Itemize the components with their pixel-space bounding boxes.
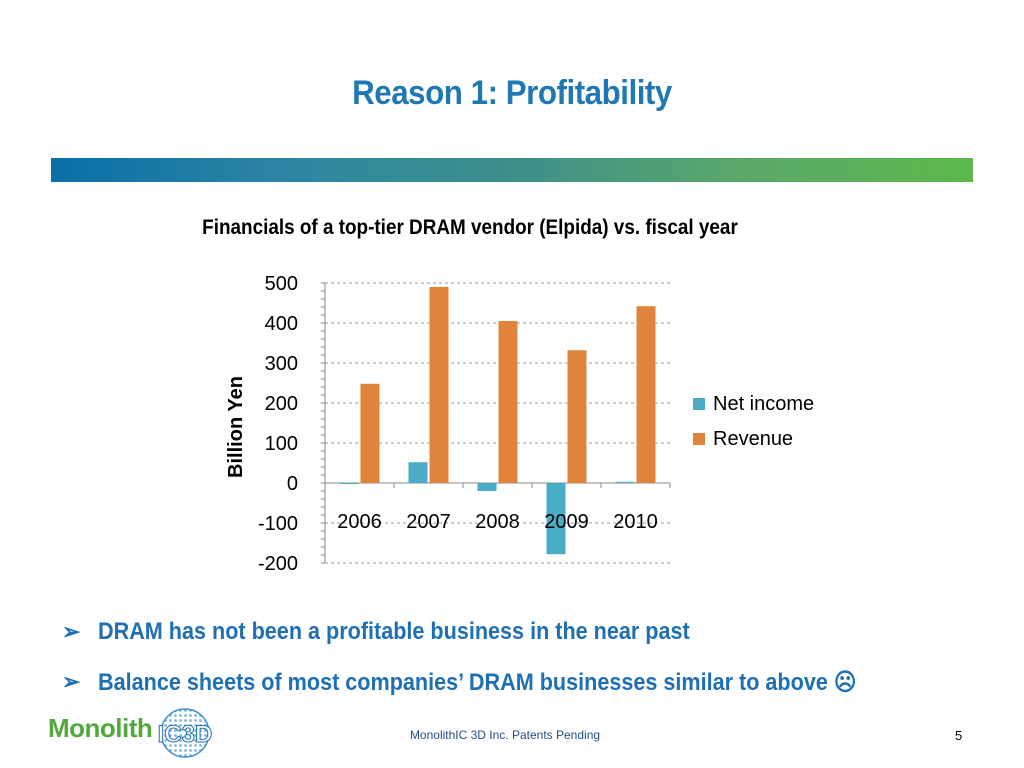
bar-net-income bbox=[477, 483, 497, 491]
x-tick-label: 2010 bbox=[613, 511, 658, 533]
bullet-item: ➢ DRAM has not been a profitable busines… bbox=[62, 614, 941, 650]
y-tick-label: -100 bbox=[258, 513, 298, 535]
bar-net-income bbox=[615, 481, 635, 483]
bar-revenue bbox=[498, 321, 518, 483]
y-tick-label: 0 bbox=[287, 473, 298, 495]
y-tick-label: -200 bbox=[258, 553, 298, 575]
footer-text: MonolithIC 3D Inc. Patents Pending bbox=[409, 728, 601, 742]
y-tick-label: 300 bbox=[265, 353, 298, 375]
bullet-text: Balance sheets of most companies’ DRAM b… bbox=[98, 668, 857, 696]
legend-label: Revenue bbox=[713, 428, 793, 450]
arrow-bullet-icon: ➢ bbox=[62, 669, 81, 694]
bar-revenue bbox=[429, 287, 449, 483]
bullet-item: ➢ Balance sheets of most companies’ DRAM… bbox=[62, 664, 941, 700]
slide-title: Reason 1: Profitability bbox=[352, 74, 672, 112]
bar-revenue bbox=[636, 306, 656, 483]
bar-net-income bbox=[546, 483, 566, 555]
legend-label: Net income bbox=[713, 393, 814, 415]
legend-swatch bbox=[693, 398, 705, 410]
arrow-bullet-icon: ➢ bbox=[62, 619, 81, 644]
legend-swatch bbox=[693, 433, 705, 445]
x-tick-label: 2007 bbox=[406, 511, 451, 533]
bullet-list: ➢ DRAM has not been a profitable busines… bbox=[62, 614, 941, 714]
x-tick-label: 2008 bbox=[475, 511, 520, 533]
title-band bbox=[51, 158, 973, 182]
y-tick-label: 100 bbox=[265, 433, 298, 455]
bar-revenue bbox=[567, 350, 587, 483]
y-tick-label: 400 bbox=[265, 313, 298, 335]
y-axis-label: Billion Yen bbox=[225, 376, 247, 478]
svg-text:IC3D: IC3D bbox=[157, 721, 212, 748]
bar-net-income bbox=[408, 462, 428, 483]
x-tick-label: 2009 bbox=[544, 511, 589, 533]
y-tick-label: 200 bbox=[265, 393, 298, 415]
x-tick-label: 2006 bbox=[337, 511, 382, 533]
logo-mark-icon: IC3D bbox=[157, 708, 213, 758]
bar-revenue bbox=[360, 383, 380, 483]
chart-title: Financials of a top-tier DRAM vendor (El… bbox=[202, 216, 738, 239]
bar-chart: 500 400 300 200 100 0 -100 -200 2006 2007 2008 2009… bbox=[225, 273, 814, 575]
company-logo: Monolith IC3D bbox=[48, 708, 221, 758]
logo-word: Monolith bbox=[48, 713, 153, 744]
y-tick-label: 500 bbox=[265, 273, 298, 295]
page-number: 5 bbox=[955, 728, 963, 743]
bar-net-income bbox=[339, 483, 359, 484]
bullet-text: DRAM has not been a profitable business … bbox=[98, 618, 690, 645]
